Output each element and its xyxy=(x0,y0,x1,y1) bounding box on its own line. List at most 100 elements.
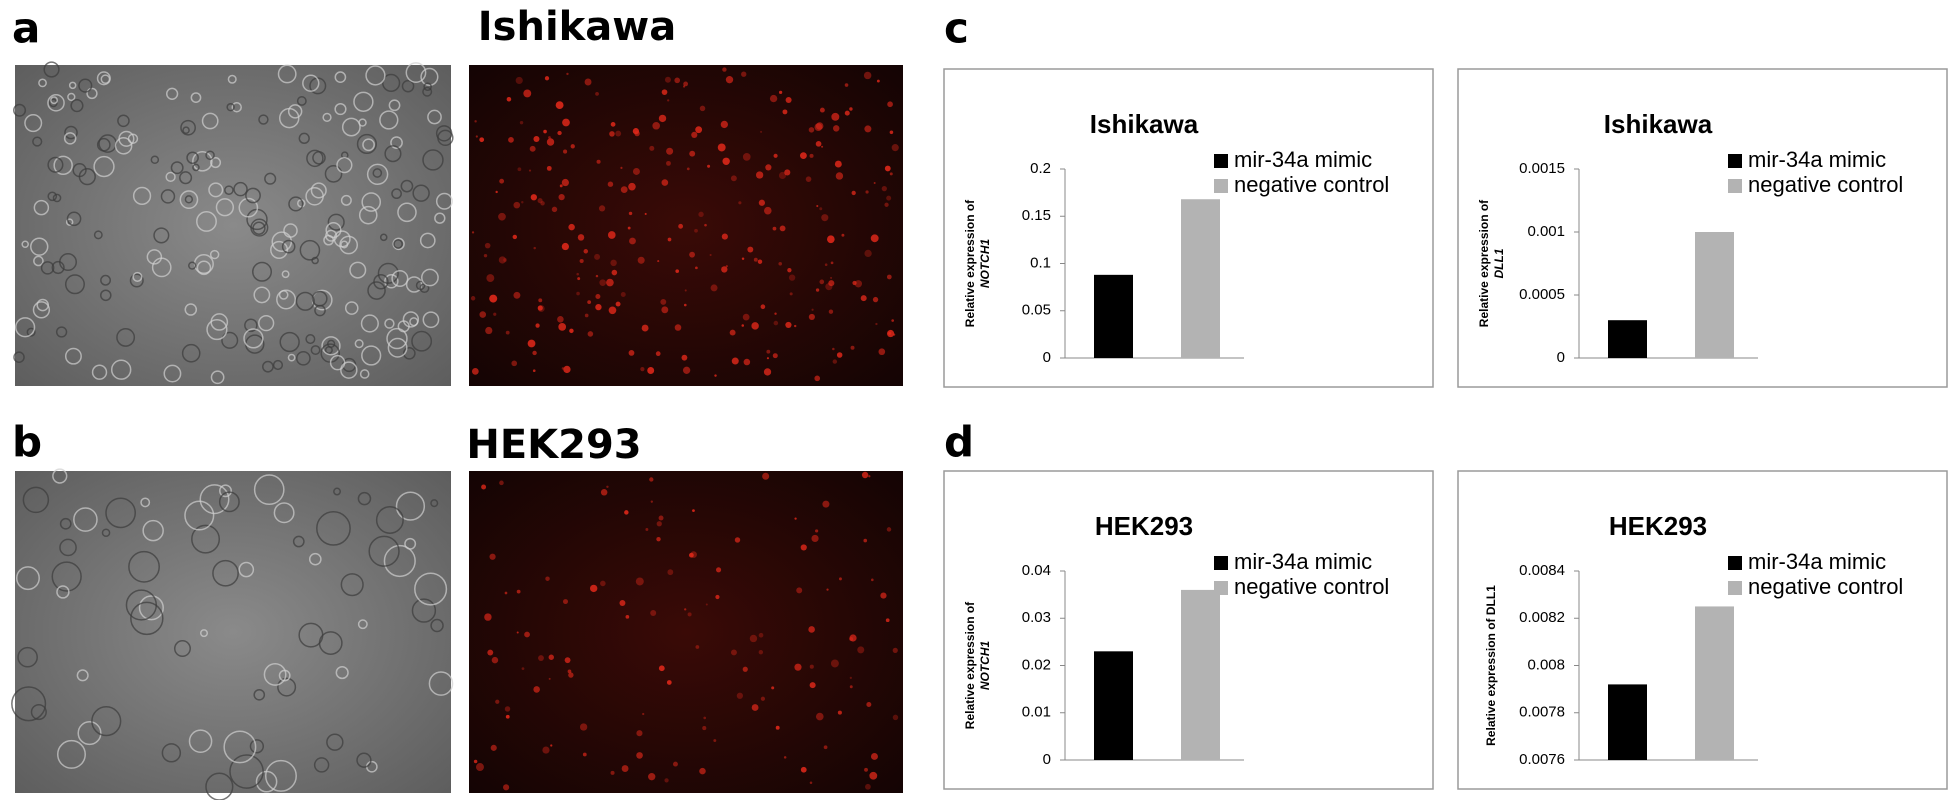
cell xyxy=(637,256,645,264)
cell xyxy=(751,704,759,711)
cell xyxy=(434,212,446,224)
cell xyxy=(411,330,433,352)
cell xyxy=(339,235,359,255)
cell xyxy=(263,663,287,686)
cell xyxy=(190,92,202,103)
y-tick-label: 0.001 xyxy=(1527,223,1565,240)
cell xyxy=(329,354,346,371)
cell xyxy=(661,89,668,96)
cell xyxy=(620,186,628,193)
cell xyxy=(828,309,834,314)
cell xyxy=(423,82,432,91)
cell xyxy=(889,130,894,135)
cell xyxy=(819,107,825,113)
cell xyxy=(652,121,660,130)
cell xyxy=(741,324,745,327)
cell xyxy=(199,484,230,515)
cell xyxy=(876,79,880,83)
cell xyxy=(201,112,219,130)
cell xyxy=(788,274,796,281)
y-tick-label: 0.15 xyxy=(1022,207,1051,224)
cell xyxy=(595,293,601,299)
cell xyxy=(76,669,89,682)
cell xyxy=(354,339,364,349)
cell xyxy=(513,291,521,299)
cell xyxy=(64,347,82,365)
cell xyxy=(475,763,484,772)
cell xyxy=(86,87,98,100)
cell xyxy=(674,77,681,84)
cell xyxy=(100,74,111,84)
cell xyxy=(537,305,543,311)
legend-label: mir-34a mimic xyxy=(1234,549,1372,574)
cell xyxy=(734,537,741,543)
cell xyxy=(892,714,899,721)
cell xyxy=(402,346,416,360)
cell xyxy=(760,304,766,310)
cell xyxy=(566,72,569,76)
cell xyxy=(382,73,401,93)
cell xyxy=(655,351,661,357)
cell xyxy=(483,253,488,258)
cell xyxy=(498,256,507,264)
cell xyxy=(548,136,551,139)
cell xyxy=(789,292,793,296)
cell xyxy=(821,145,824,148)
cell xyxy=(568,672,574,678)
cell xyxy=(210,370,225,385)
cell xyxy=(264,759,297,792)
cell xyxy=(576,272,579,276)
cell xyxy=(785,321,792,329)
bar xyxy=(1695,232,1734,358)
cell xyxy=(414,572,448,606)
cell xyxy=(474,120,477,123)
cell xyxy=(47,191,58,202)
cell xyxy=(863,538,868,543)
cell xyxy=(705,603,708,606)
cell xyxy=(91,364,108,380)
cell xyxy=(778,90,783,95)
cell xyxy=(827,235,835,244)
cell xyxy=(598,205,606,212)
fluorescence-micrograph xyxy=(469,471,903,793)
cell xyxy=(210,157,222,169)
cell xyxy=(388,99,401,112)
cell xyxy=(140,497,151,508)
cell xyxy=(570,144,575,149)
cell xyxy=(715,594,720,600)
cell xyxy=(758,649,764,655)
cell xyxy=(262,360,274,373)
cell xyxy=(473,759,478,764)
cell xyxy=(747,246,754,253)
legend-label: mir-34a mimic xyxy=(1748,147,1886,172)
cell xyxy=(675,269,680,273)
cell xyxy=(52,468,68,484)
cell xyxy=(787,268,792,273)
cell xyxy=(558,194,565,201)
cell xyxy=(657,260,660,263)
cell xyxy=(709,253,712,257)
cell xyxy=(512,234,518,240)
cell xyxy=(834,160,842,168)
cell xyxy=(766,349,771,354)
cell xyxy=(358,205,378,225)
cell xyxy=(411,598,437,623)
cell xyxy=(558,323,567,331)
cell xyxy=(683,81,689,87)
cell xyxy=(151,257,172,278)
cell xyxy=(495,190,498,194)
cell xyxy=(785,96,792,103)
cell xyxy=(196,210,217,232)
cell xyxy=(561,242,569,251)
cell xyxy=(666,160,671,166)
bar xyxy=(1094,651,1133,760)
cell xyxy=(891,319,895,322)
cell xyxy=(264,172,277,185)
cell xyxy=(180,119,196,136)
cell xyxy=(324,346,333,355)
cell xyxy=(557,316,564,323)
cell xyxy=(47,156,64,173)
y-tick-label: 0.0076 xyxy=(1519,751,1565,768)
cell xyxy=(356,752,372,768)
